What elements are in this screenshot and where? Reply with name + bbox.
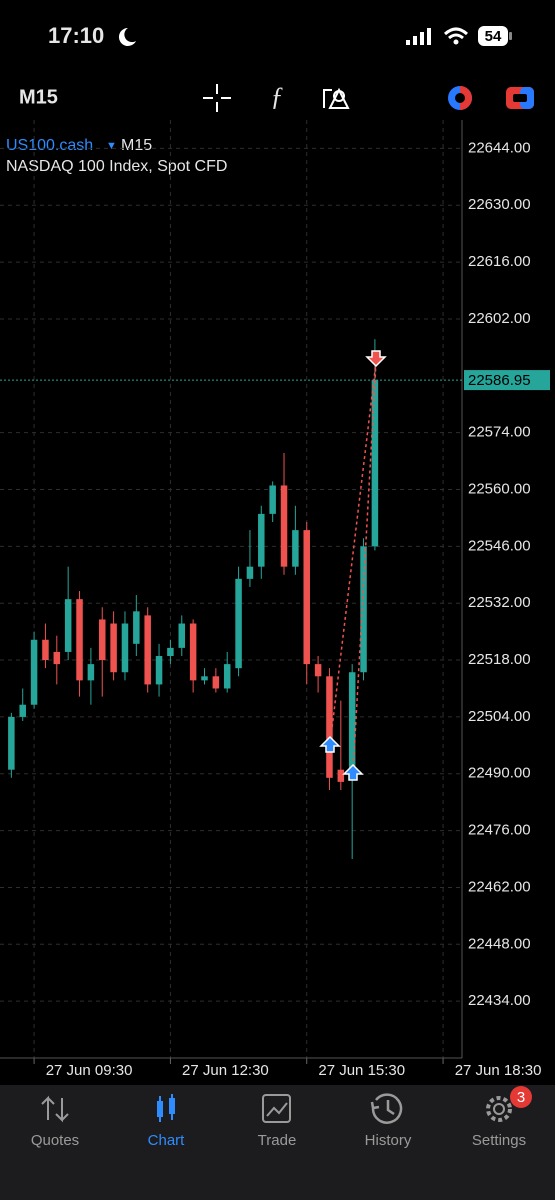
y-tick-label: 22476.00 [468, 822, 531, 839]
trade-icon[interactable] [262, 1094, 291, 1123]
candle-body [280, 485, 288, 567]
symbol[interactable]: US100.cash [6, 137, 93, 154]
candle-body [155, 656, 163, 685]
crosshair-icon[interactable] [203, 84, 231, 112]
candle-body [53, 651, 61, 665]
candle-body [110, 623, 117, 673]
candle-body [201, 676, 208, 681]
y-tick-label: 22644.00 [468, 139, 531, 156]
candle-body [167, 647, 174, 656]
candle-body [303, 530, 310, 665]
wifi-dot [453, 39, 459, 45]
candle-body [189, 623, 197, 681]
candle-body [87, 664, 95, 681]
one-click-icon[interactable] [506, 87, 534, 109]
candle-body [258, 513, 265, 567]
candle-body [314, 664, 322, 677]
y-tick-label: 22434.00 [468, 992, 531, 1009]
battery-tip [509, 32, 512, 40]
y-tick-label: 22532.00 [468, 594, 531, 611]
candle-body [292, 530, 299, 567]
quotes-icon[interactable] [41, 1095, 69, 1123]
candle-body [348, 672, 356, 774]
candle-body [212, 676, 220, 689]
candle-body [235, 578, 242, 669]
candle-body [64, 599, 72, 652]
buy-arrow [342, 763, 364, 781]
y-tick-label: 22560.00 [468, 480, 531, 497]
nav-label[interactable]: Quotes [31, 1132, 79, 1149]
price-label-box [464, 370, 550, 391]
status-time: 17:10 [48, 23, 104, 48]
trade-signals-icon[interactable] [448, 86, 472, 110]
plot: 22644.00 22630.00 22616.00 22602.00 22574.00… [0, 120, 550, 1079]
y-tick-label: 22490.00 [468, 765, 531, 782]
wifi-icon [443, 27, 469, 40]
candle-body [337, 769, 345, 782]
y-tick-label: 22602.00 [468, 310, 531, 327]
history-icon[interactable] [370, 1093, 403, 1124]
indicator-icon[interactable]: ƒ [271, 82, 284, 111]
trade-link [329, 361, 377, 774]
candle-body [8, 716, 15, 770]
candle-body [98, 619, 106, 661]
badge-count: 3 [517, 1089, 525, 1106]
y-tick-label: 22462.00 [468, 878, 531, 895]
candle-body [269, 485, 276, 514]
objects-icon[interactable] [323, 87, 350, 109]
y-tick-label: 22546.00 [468, 537, 531, 554]
symbol-dropdown[interactable]: ▼ [106, 140, 117, 152]
buy-arrow [319, 735, 341, 753]
chart-timeframe: M15 [121, 137, 152, 154]
x-tick-label: 27 Jun 18:30 [455, 1062, 542, 1079]
nav-label[interactable]: History [365, 1132, 412, 1149]
signal-icon [406, 28, 431, 45]
x-tick-label: 27 Jun 12:30 [182, 1062, 269, 1079]
timeframe-button[interactable]: M15 [19, 86, 58, 108]
candle-body [223, 664, 231, 689]
battery-level: 54 [485, 28, 502, 45]
candle-body [121, 623, 129, 673]
y-tick-label: 22504.00 [468, 708, 531, 725]
candle-body [30, 639, 38, 705]
battery [478, 26, 508, 46]
candle-body [144, 615, 151, 685]
symbol-description: NASDAQ 100 Index, Spot CFD [6, 158, 227, 175]
candle-body [19, 704, 26, 717]
x-tick-label: 27 Jun 09:30 [46, 1062, 133, 1079]
candle-body [326, 676, 333, 778]
chart-icon[interactable] [157, 1094, 175, 1122]
candle-body [42, 639, 49, 661]
y-tick-label: 22574.00 [468, 424, 531, 441]
candle-body [76, 599, 83, 681]
y-tick-label: 22518.00 [468, 651, 531, 668]
x-tick-label: 27 Jun 15:30 [318, 1062, 405, 1079]
price-label: 22586.95 [468, 372, 531, 389]
sell-arrow [365, 350, 387, 368]
candle-body [360, 546, 367, 673]
trade-markers [319, 350, 387, 781]
badge [510, 1086, 532, 1108]
nav-bar [0, 1085, 555, 1200]
settings-icon[interactable] [486, 1096, 512, 1122]
y-tick-label: 22448.00 [468, 935, 531, 952]
nav-label[interactable]: Trade [258, 1132, 297, 1149]
nav-label[interactable]: Settings [472, 1132, 526, 1149]
y-tick-label: 22616.00 [468, 253, 531, 270]
moon-icon [118, 27, 136, 46]
candle-body [178, 623, 186, 648]
candle-body [133, 611, 140, 644]
y-tick-label: 22630.00 [468, 196, 531, 213]
candle-body [371, 380, 379, 547]
candle-body [246, 566, 254, 579]
nav-label[interactable]: Chart [148, 1132, 186, 1149]
